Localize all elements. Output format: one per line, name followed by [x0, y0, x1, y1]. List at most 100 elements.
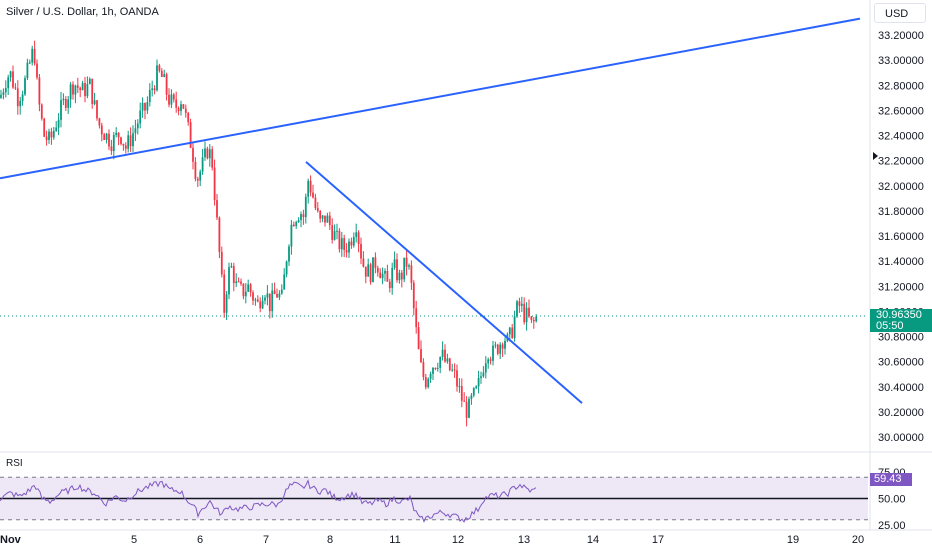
candle [160, 68, 163, 78]
time-tick-label: 8 [327, 534, 333, 546]
candle-body [434, 367, 437, 369]
candle-body [57, 119, 60, 128]
candle [369, 262, 372, 285]
price-tick-label: 30.40000 [878, 382, 924, 394]
candle [67, 95, 70, 114]
candle [144, 102, 146, 120]
candle [292, 221, 295, 227]
trendlines-layer[interactable] [0, 17, 861, 404]
candle [518, 297, 521, 313]
candle [88, 77, 91, 85]
candle [213, 159, 216, 206]
candle-body [177, 107, 180, 112]
candle-body [456, 370, 458, 387]
candle-body [24, 78, 26, 95]
candle [100, 122, 103, 142]
candle-body [463, 400, 466, 402]
candle-body [304, 196, 307, 218]
candle [343, 234, 346, 258]
candle-body [288, 246, 290, 262]
candle-body [432, 367, 434, 374]
candle [465, 396, 468, 427]
candle [307, 178, 310, 204]
price-tick-label: 32.40000 [878, 131, 924, 143]
price-axis[interactable]: 33.20000 33.00000 32.80000 32.60000 32.40000… [873, 30, 924, 532]
candle-body [31, 48, 34, 63]
candle [309, 175, 312, 197]
rsi-pane[interactable] [0, 476, 868, 523]
price-tick-label: 32.80000 [878, 80, 924, 92]
candle-body [424, 377, 427, 388]
candle [220, 246, 223, 278]
candle-body [240, 281, 242, 284]
candle [33, 40, 36, 66]
candle [436, 362, 439, 372]
candle [504, 337, 506, 355]
candle-body [4, 88, 7, 93]
candle [480, 371, 482, 384]
candle [501, 342, 504, 357]
candle [472, 387, 475, 398]
candle-body [204, 148, 206, 158]
candle [420, 340, 422, 364]
candle [108, 129, 110, 151]
candle [103, 132, 106, 140]
candle [120, 136, 122, 146]
candle [237, 277, 240, 283]
candle [69, 82, 72, 108]
candle-body [475, 386, 478, 389]
candle-body [115, 132, 118, 136]
rsi-indicator-label[interactable]: RSI [6, 458, 23, 469]
candle [278, 290, 281, 301]
candle-body [139, 110, 142, 124]
candle [441, 341, 444, 361]
time-tick-label: 19 [787, 534, 799, 546]
candle-body [206, 148, 209, 159]
candle-body [252, 292, 254, 301]
candle-body [165, 74, 168, 95]
candle-body [160, 70, 163, 77]
candle [48, 128, 50, 144]
candle [52, 126, 55, 140]
trendline-2 [305, 161, 583, 404]
candle-body [60, 100, 62, 120]
candle-body [254, 299, 257, 301]
candle [175, 91, 178, 113]
candle [2, 88, 5, 100]
candle-body [489, 359, 492, 361]
candle [110, 139, 113, 156]
candle [16, 80, 19, 115]
candle [367, 258, 370, 277]
candle [187, 111, 190, 126]
candle-body [74, 85, 77, 95]
candle [285, 260, 288, 278]
candle-body [480, 376, 482, 378]
price-tick-label: 32.60000 [878, 105, 924, 117]
candle-body [146, 102, 149, 111]
candle [247, 279, 250, 293]
candle-body [369, 264, 372, 283]
candle-body [321, 215, 324, 219]
candle-body [9, 71, 12, 78]
candle [216, 193, 218, 221]
candle-body [249, 284, 252, 293]
candle [26, 58, 29, 81]
main-price-pane[interactable] [0, 0, 932, 531]
candle-body [528, 307, 530, 317]
candle-body [50, 131, 53, 138]
currency-button[interactable]: USD [874, 3, 926, 23]
candle-body [201, 157, 204, 172]
candle [391, 262, 394, 295]
candle-body [175, 99, 178, 108]
candle-body [468, 399, 470, 418]
candle-body [408, 265, 410, 267]
candle [7, 74, 10, 95]
candle [72, 81, 74, 100]
time-axis[interactable]: Nov 5 6 7 8 11 12 13 14 17 19 20 [0, 534, 864, 546]
candle [93, 92, 96, 106]
candle [79, 86, 82, 98]
candle-body [280, 289, 283, 294]
candle-body [417, 327, 420, 350]
candle-body [136, 123, 139, 129]
